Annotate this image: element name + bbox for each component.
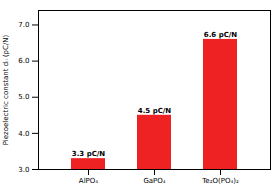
svg-text:Piezoelectric constant dᵢᵢ (pC: Piezoelectric constant dᵢᵢ (pC/N): [2, 34, 10, 145]
svg-text:6.6 pC/N: 6.6 pC/N: [204, 31, 238, 39]
svg-text:3.3 pC/N: 3.3 pC/N: [72, 150, 106, 158]
svg-text:7.0: 7.0: [18, 21, 29, 29]
svg-text:5.0: 5.0: [18, 93, 29, 101]
svg-text:GaPO₄: GaPO₄: [143, 177, 165, 185]
svg-text:4.0: 4.0: [18, 130, 29, 138]
svg-text:6.0: 6.0: [18, 57, 29, 65]
svg-text:3.0: 3.0: [18, 166, 29, 174]
svg-text:Te₂O(PO₄)₂: Te₂O(PO₄)₂: [201, 177, 239, 185]
svg-text:4.5 pC/N: 4.5 pC/N: [138, 107, 172, 115]
svg-text:AlPO₄: AlPO₄: [79, 177, 98, 185]
